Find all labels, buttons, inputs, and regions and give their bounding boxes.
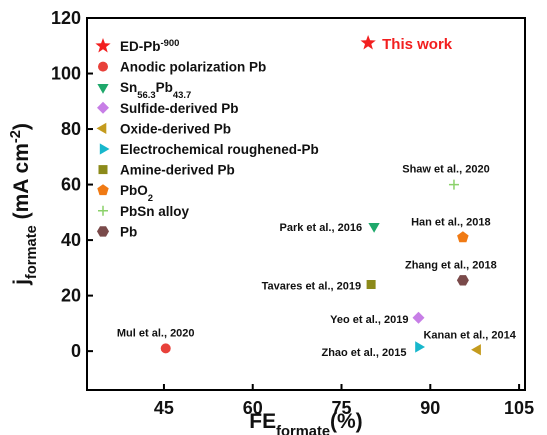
x-tick-label: 90 xyxy=(420,398,440,418)
point-label: Shaw et al., 2020 xyxy=(402,164,489,176)
y-tick-label: 60 xyxy=(61,175,81,195)
point-label: This work xyxy=(382,36,453,53)
y-axis-label: jformate (mA cm-2) xyxy=(8,123,40,286)
legend-marker xyxy=(98,61,108,72)
legend-marker xyxy=(99,143,110,155)
point-label: Zhang et al., 2018 xyxy=(405,259,497,271)
point-label: Zhao et al., 2015 xyxy=(321,347,406,359)
x-tick-label: 45 xyxy=(154,398,174,418)
point xyxy=(412,311,425,324)
point xyxy=(457,231,469,243)
point xyxy=(471,344,481,356)
point-label: Mul et al., 2020 xyxy=(117,327,195,339)
legend-label: Sn56.3Pb43.7 xyxy=(120,80,191,101)
x-tick-label: 60 xyxy=(243,398,263,418)
y-tick-label: 0 xyxy=(71,341,81,361)
point-label: Yeo et al., 2019 xyxy=(330,314,408,326)
legend-label: Sulfide-derived Pb xyxy=(120,101,239,116)
legend-marker xyxy=(96,122,107,134)
legend-label: PbO2 xyxy=(120,183,153,204)
y-tick-label: 100 xyxy=(51,64,81,84)
point xyxy=(160,343,171,354)
legend-marker xyxy=(95,38,111,53)
y-tick-label: 120 xyxy=(51,8,81,28)
legend-label: Anodic polarization Pb xyxy=(120,60,266,75)
point xyxy=(360,35,376,50)
legend-marker xyxy=(98,165,108,175)
y-tick-label: 40 xyxy=(61,230,81,250)
point xyxy=(368,223,380,233)
legend-marker xyxy=(97,101,109,114)
legend-marker xyxy=(97,84,109,94)
point-label: Kanan et al., 2014 xyxy=(423,330,516,342)
y-tick-label: 20 xyxy=(61,286,81,306)
legend-marker xyxy=(98,205,108,216)
point xyxy=(448,179,459,190)
legend-label: Pb xyxy=(120,224,137,239)
point xyxy=(415,341,425,353)
legend-label: Electrochemical roughened-Pb xyxy=(120,142,319,157)
plot-frame xyxy=(86,17,526,391)
legend-label: PbSn alloy xyxy=(120,204,190,219)
point xyxy=(366,280,376,290)
legend-marker xyxy=(97,184,109,196)
y-tick-label: 80 xyxy=(61,119,81,139)
point-label: Han et al., 2018 xyxy=(411,216,491,228)
x-axis-label: FEformate(%) xyxy=(249,410,362,435)
point xyxy=(456,275,469,286)
point-label: Park et al., 2016 xyxy=(280,222,363,234)
x-tick-label: 105 xyxy=(504,398,534,418)
legend-label: Amine-derived Pb xyxy=(120,163,235,178)
legend-marker xyxy=(97,226,109,237)
point-label: Tavares et al., 2019 xyxy=(262,281,361,293)
legend-label: Oxide-derived Pb xyxy=(120,121,231,136)
x-tick-label: 75 xyxy=(331,398,351,418)
legend-label: ED-Pb-900 xyxy=(120,38,179,55)
